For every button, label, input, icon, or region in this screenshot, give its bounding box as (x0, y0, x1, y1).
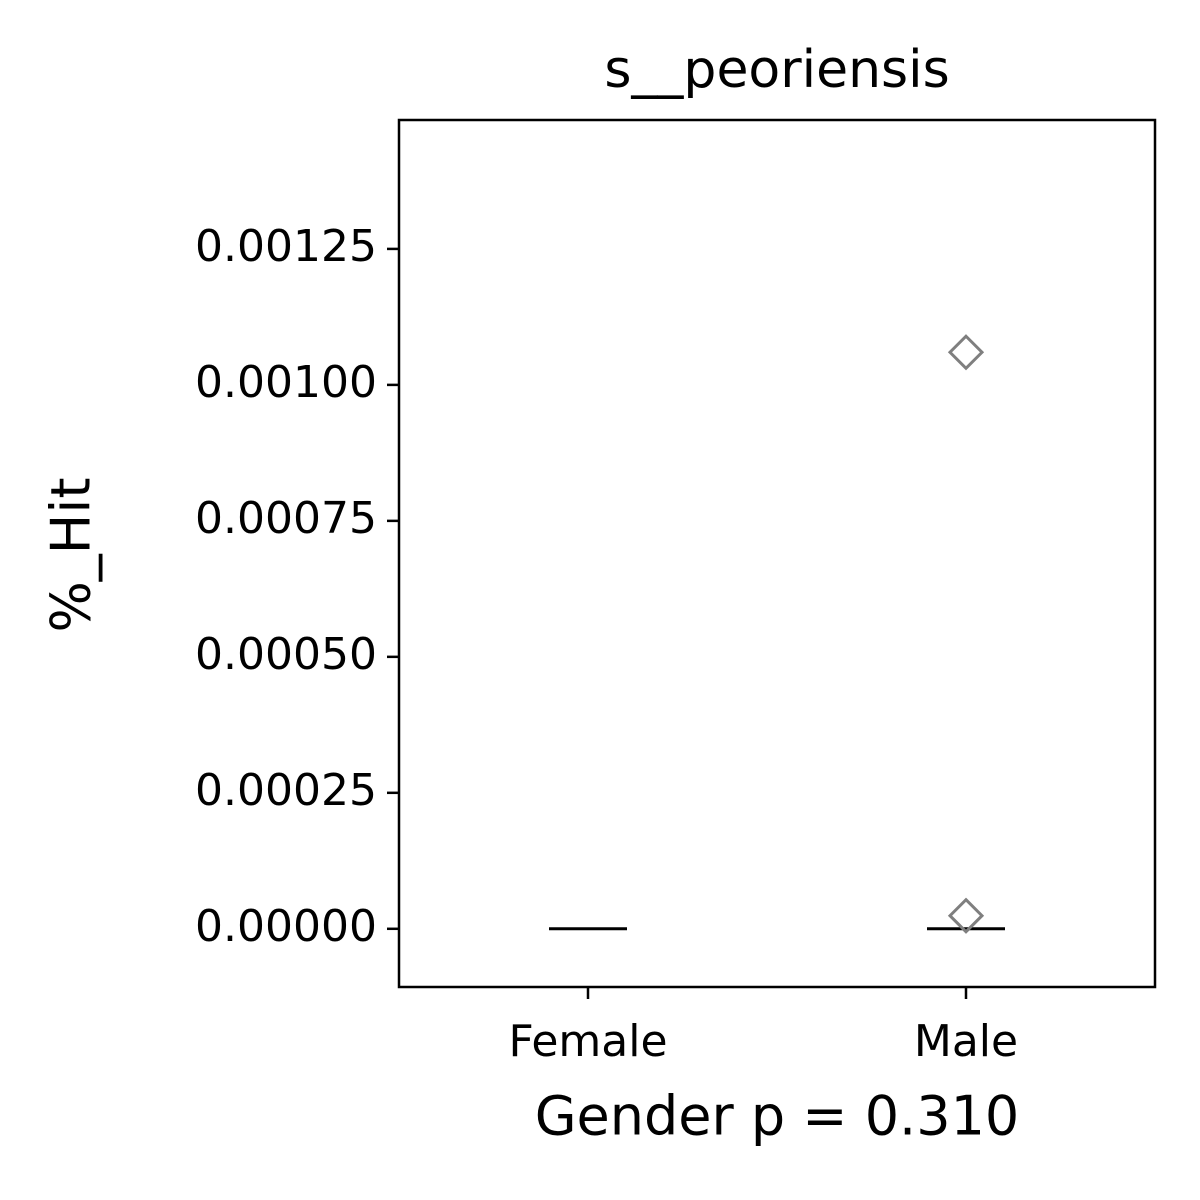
y-tick-label: 0.00000 (195, 901, 377, 952)
x-tick-label: Male (914, 1016, 1018, 1067)
y-tick-label: 0.00025 (195, 765, 377, 816)
y-tick-label: 0.00050 (195, 629, 377, 680)
y-tick-label: 0.00125 (195, 221, 377, 272)
x-axis-label: Gender p = 0.310 (535, 1085, 1020, 1148)
y-tick-label: 0.00100 (195, 357, 377, 408)
plot-frame (397, 118, 1157, 989)
y-axis-label: %_Hit (40, 477, 103, 632)
y-tick-label: 0.00075 (195, 493, 377, 544)
flier (947, 897, 985, 934)
flier (947, 334, 985, 371)
chart-title: s__peoriensis (604, 40, 949, 100)
x-tick-label: Female (508, 1016, 667, 1067)
